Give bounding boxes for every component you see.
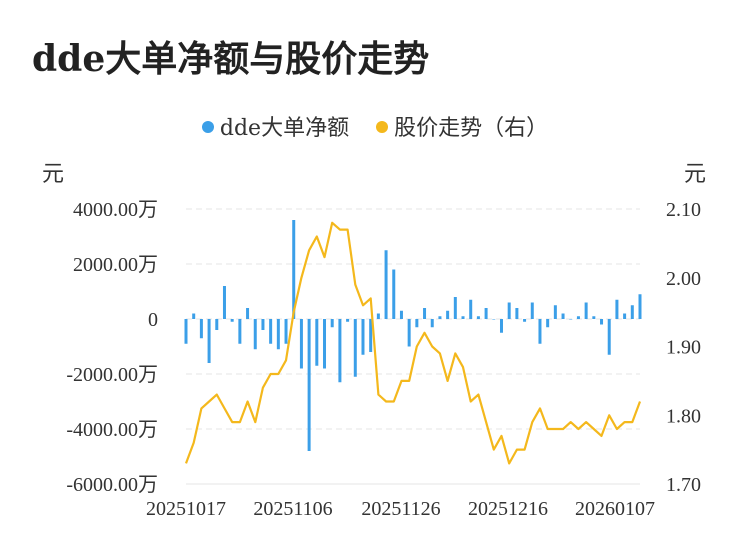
legend-item-price[interactable]: 股价走势（右） (376, 110, 548, 142)
chart-title: dde大单净额与股价走势 (32, 38, 430, 80)
x-axis-ticks: 20251017 20251106 20251126 20251216 20260107 (146, 498, 655, 520)
dde-bar (623, 313, 627, 319)
dde-bar (253, 319, 257, 350)
legend: dde大单净额 股价走势（右） (0, 110, 750, 142)
dde-bar (584, 302, 588, 319)
price-line-path (184, 221, 642, 465)
right-tick-label: 2.00 (666, 268, 701, 290)
dde-bar (361, 319, 365, 355)
legend-label-dde: dde大单净额 (219, 116, 350, 141)
dde-bar (207, 319, 211, 363)
dde-bar (353, 319, 357, 377)
dde-bar (423, 308, 427, 319)
x-tick-label: 20251216 (468, 498, 548, 520)
x-tick-label: 20251017 (146, 498, 226, 520)
dde-bar (299, 319, 303, 369)
dde-bar (184, 319, 188, 344)
dde-bar (546, 319, 550, 328)
dde-bar (561, 313, 565, 319)
dde-bar (407, 319, 411, 347)
x-tick-label: 20260107 (575, 498, 655, 520)
dde-bar (507, 302, 511, 319)
dde-bar (346, 319, 350, 322)
dde-bar (276, 319, 280, 350)
dde-bar (392, 269, 396, 319)
left-tick-label: 0 (148, 309, 158, 331)
left-tick-label: -4000.00万 (66, 419, 158, 441)
dde-bar (222, 286, 226, 319)
dde-bar (615, 299, 619, 319)
dde-bars (184, 220, 642, 451)
legend-label-price: 股价走势（右） (394, 116, 549, 141)
dde-bar (315, 319, 319, 366)
dde-bar (569, 319, 573, 320)
dde-bar (330, 319, 334, 328)
dde-bar (600, 319, 604, 325)
dde-bar (476, 316, 480, 319)
dde-bar (269, 319, 273, 344)
dde-bar (530, 302, 534, 319)
dde-bar (284, 319, 288, 344)
price-line (184, 221, 642, 465)
dde-bar (453, 297, 457, 319)
dde-bar (630, 305, 634, 319)
left-axis-unit: 元 (42, 162, 65, 187)
dde-bar (446, 310, 450, 319)
dde-bar (438, 316, 442, 319)
dde-bar (399, 310, 403, 319)
dde-bar (261, 319, 265, 330)
dde-bar (323, 319, 327, 369)
dde-bar (538, 319, 542, 344)
legend-marker-dde (201, 121, 214, 133)
right-tick-label: 1.70 (666, 474, 701, 496)
dde-bar (576, 316, 580, 319)
dde-bar (523, 319, 527, 322)
dde-bar (607, 319, 611, 355)
dde-bar (384, 250, 388, 319)
left-tick-label: 2000.00万 (73, 254, 158, 276)
dde-bar (369, 319, 373, 352)
dde-bar (430, 319, 434, 328)
x-tick-label: 20251106 (253, 498, 332, 520)
dde-bar (592, 316, 596, 319)
legend-marker-price (376, 121, 389, 133)
legend-item-dde[interactable]: dde大单净额 (201, 110, 350, 142)
dde-bar (553, 305, 557, 319)
dde-bar (338, 319, 342, 383)
right-axis-ticks: 2.10 2.00 1.90 1.80 1.70 (666, 199, 701, 496)
dde-bar (192, 313, 196, 319)
right-tick-label: 1.90 (666, 337, 701, 359)
right-axis-unit: 元 (684, 162, 707, 187)
dde-bar (215, 319, 219, 330)
dde-bar (230, 319, 234, 322)
left-axis-ticks: 4000.00万 2000.00万 0 -2000.00万 -4000.00万 -6000… (66, 199, 158, 496)
dde-bar (484, 308, 488, 319)
dde-bar (469, 299, 473, 319)
right-tick-label: 1.80 (666, 405, 701, 427)
dde-bar (292, 220, 296, 319)
dde-bar (499, 319, 503, 333)
dde-bar (199, 319, 203, 339)
left-tick-label: 4000.00万 (73, 199, 158, 221)
dde-bar (492, 319, 496, 320)
left-tick-label: -2000.00万 (66, 364, 158, 386)
dde-bar (638, 294, 642, 319)
dde-bar (376, 313, 380, 319)
dde-bar (246, 308, 250, 319)
dde-bar (515, 308, 519, 319)
dde-bar (307, 319, 311, 451)
x-tick-label: 20251126 (361, 498, 440, 520)
dde-bar (461, 316, 465, 319)
right-tick-label: 2.10 (666, 199, 701, 221)
left-tick-label: -6000.00万 (66, 474, 158, 496)
dde-bar (238, 319, 242, 344)
dde-bar (415, 319, 419, 328)
